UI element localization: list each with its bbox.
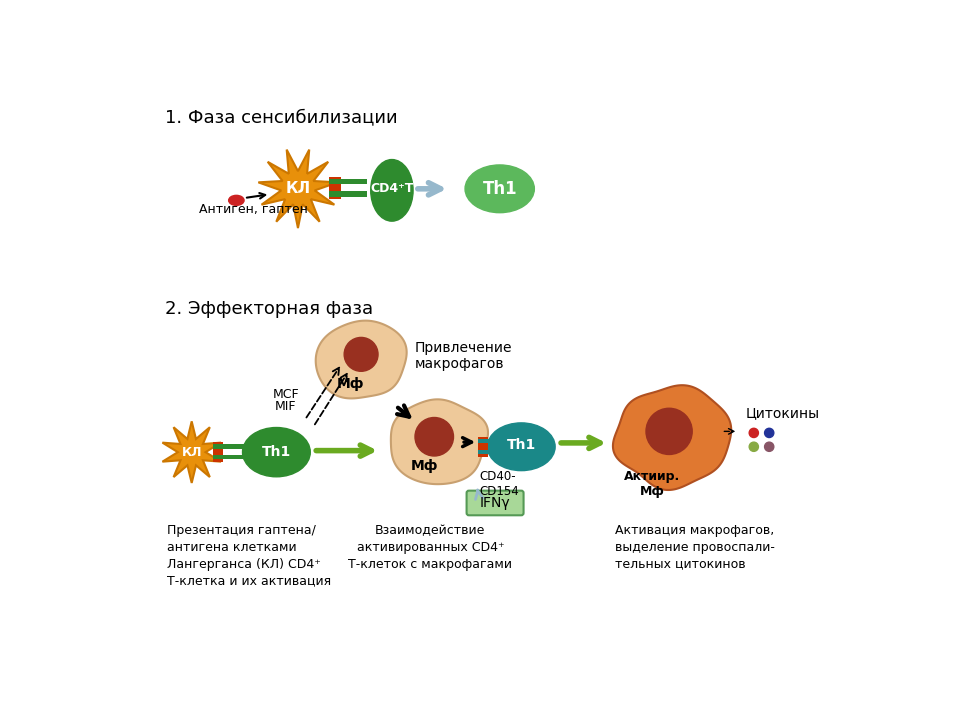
Circle shape [764,442,774,451]
Text: CD40-
CD154: CD40- CD154 [479,470,518,498]
Circle shape [344,338,378,372]
Polygon shape [258,150,338,228]
Ellipse shape [228,195,244,205]
Polygon shape [612,385,732,490]
Text: Цитокины: Цитокины [746,407,820,420]
Circle shape [646,408,692,454]
Ellipse shape [488,423,555,471]
Ellipse shape [465,165,535,212]
Text: 1. Фаза сенсибилизации: 1. Фаза сенсибилизации [165,108,397,126]
Polygon shape [162,421,221,483]
Text: Активация макрофагов,
выделение провоспали-
тельных цитокинов: Активация макрофагов, выделение провоспа… [615,523,775,571]
Text: Мф: Мф [411,459,439,473]
Text: Презентация гаптена/
антигена клетками
Лангерганса (КЛ) CD4⁺
Т-клетка и их актив: Презентация гаптена/ антигена клетками Л… [167,523,331,588]
Bar [328,191,368,197]
Circle shape [415,418,453,456]
Text: MCF: MCF [273,388,300,401]
Text: IFNγ: IFNγ [480,496,511,510]
Bar [478,450,511,454]
Text: Th1: Th1 [482,180,517,198]
Text: MIF: MIF [275,400,297,413]
Text: КЛ: КЛ [285,181,310,196]
Bar [478,437,488,456]
Bar [328,179,368,184]
Text: Th1: Th1 [507,438,536,452]
Text: Актиир.
Мф: Актиир. Мф [624,470,681,498]
FancyBboxPatch shape [467,490,523,516]
Bar [478,439,511,444]
Text: CD4⁺T: CD4⁺T [371,182,414,195]
Text: Антиген, гаптен: Антиген, гаптен [200,204,308,217]
Text: 2. Эффекторная фаза: 2. Эффекторная фаза [165,300,372,318]
Bar [328,177,341,199]
Circle shape [749,442,758,451]
Text: Привлечение
макрофагов: Привлечение макрофагов [415,341,513,371]
Bar [213,455,244,459]
Circle shape [764,428,774,438]
Bar [213,444,244,449]
Text: Мф: Мф [336,377,364,391]
Bar [213,442,224,462]
Text: Th1: Th1 [262,445,291,459]
Text: КЛ: КЛ [181,446,202,459]
Ellipse shape [371,160,413,221]
Text: Взаимодействие
активированных CD4⁺
Т-клеток с макрофагами: Взаимодействие активированных CD4⁺ Т-кле… [348,523,513,571]
Circle shape [749,428,758,438]
Polygon shape [316,320,407,398]
Polygon shape [391,400,488,484]
Ellipse shape [243,428,310,477]
